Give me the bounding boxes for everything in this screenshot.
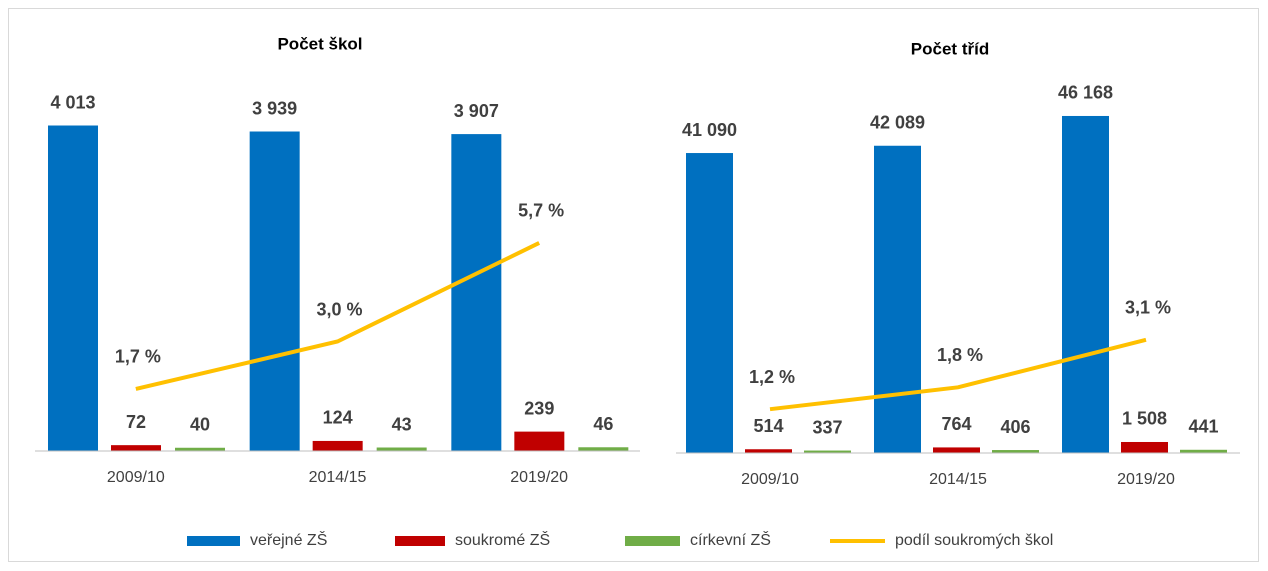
data-label: 1,8 % [937,345,983,365]
bar [175,447,225,451]
bar [1180,449,1227,453]
data-label: 4 013 [50,92,95,112]
legend-swatch [625,536,680,546]
data-label: 5,7 % [518,201,564,221]
bar [514,431,565,451]
data-label: 124 [323,408,353,428]
line [769,337,1147,412]
bar [249,131,300,451]
legend-swatch [395,536,445,546]
chart-title: Počet škol [277,34,362,53]
chart-title: Počet tříd [911,39,989,58]
x-tick-label: 2009/10 [107,469,165,486]
data-label: 514 [753,416,783,436]
data-label: 46 [593,414,613,434]
data-label: 337 [812,417,842,437]
data-label: 3 907 [454,101,499,121]
x-tick-label: 2014/15 [309,469,367,486]
bar [874,145,921,453]
bar [933,447,980,453]
data-label: 3 939 [252,98,297,118]
data-label: 40 [190,415,210,435]
frame [8,8,1259,562]
bar [686,153,733,453]
legend-label: podíl soukromých škol [895,532,1053,549]
legend-label: soukromé ZŠ [455,530,550,549]
bar [804,450,851,453]
data-label: 239 [524,398,554,418]
data-label: 46 168 [1058,83,1113,103]
bar [1062,115,1109,453]
bar [312,440,363,451]
data-label: 764 [941,414,971,434]
bar [376,447,427,451]
x-tick-label: 2009/10 [741,471,799,488]
data-label: 1,7 % [115,347,161,367]
bar [111,445,161,451]
legend-swatch [187,536,240,546]
bar [451,134,502,452]
data-label: 42 089 [870,113,925,133]
bar [992,450,1039,453]
legend-label: církevní ZŠ [690,530,771,549]
x-tick-label: 2019/20 [510,469,568,486]
x-tick-label: 2014/15 [929,471,987,488]
bar [745,449,792,453]
data-label: 72 [126,412,146,432]
data-label: 43 [392,414,412,434]
bar [48,125,98,452]
x-tick-label: 2019/20 [1117,471,1175,488]
data-label: 441 [1188,417,1218,437]
data-label: 1 508 [1122,409,1167,429]
data-label: 406 [1000,417,1030,437]
legend-label: veřejné ZŠ [250,530,327,549]
data-label: 3,1 % [1125,298,1171,318]
data-label: 3,0 % [316,299,362,319]
data-label: 1,2 % [749,367,795,387]
data-label: 41 090 [682,120,737,140]
line [135,241,541,391]
bar [1121,441,1168,453]
bar [578,447,629,451]
